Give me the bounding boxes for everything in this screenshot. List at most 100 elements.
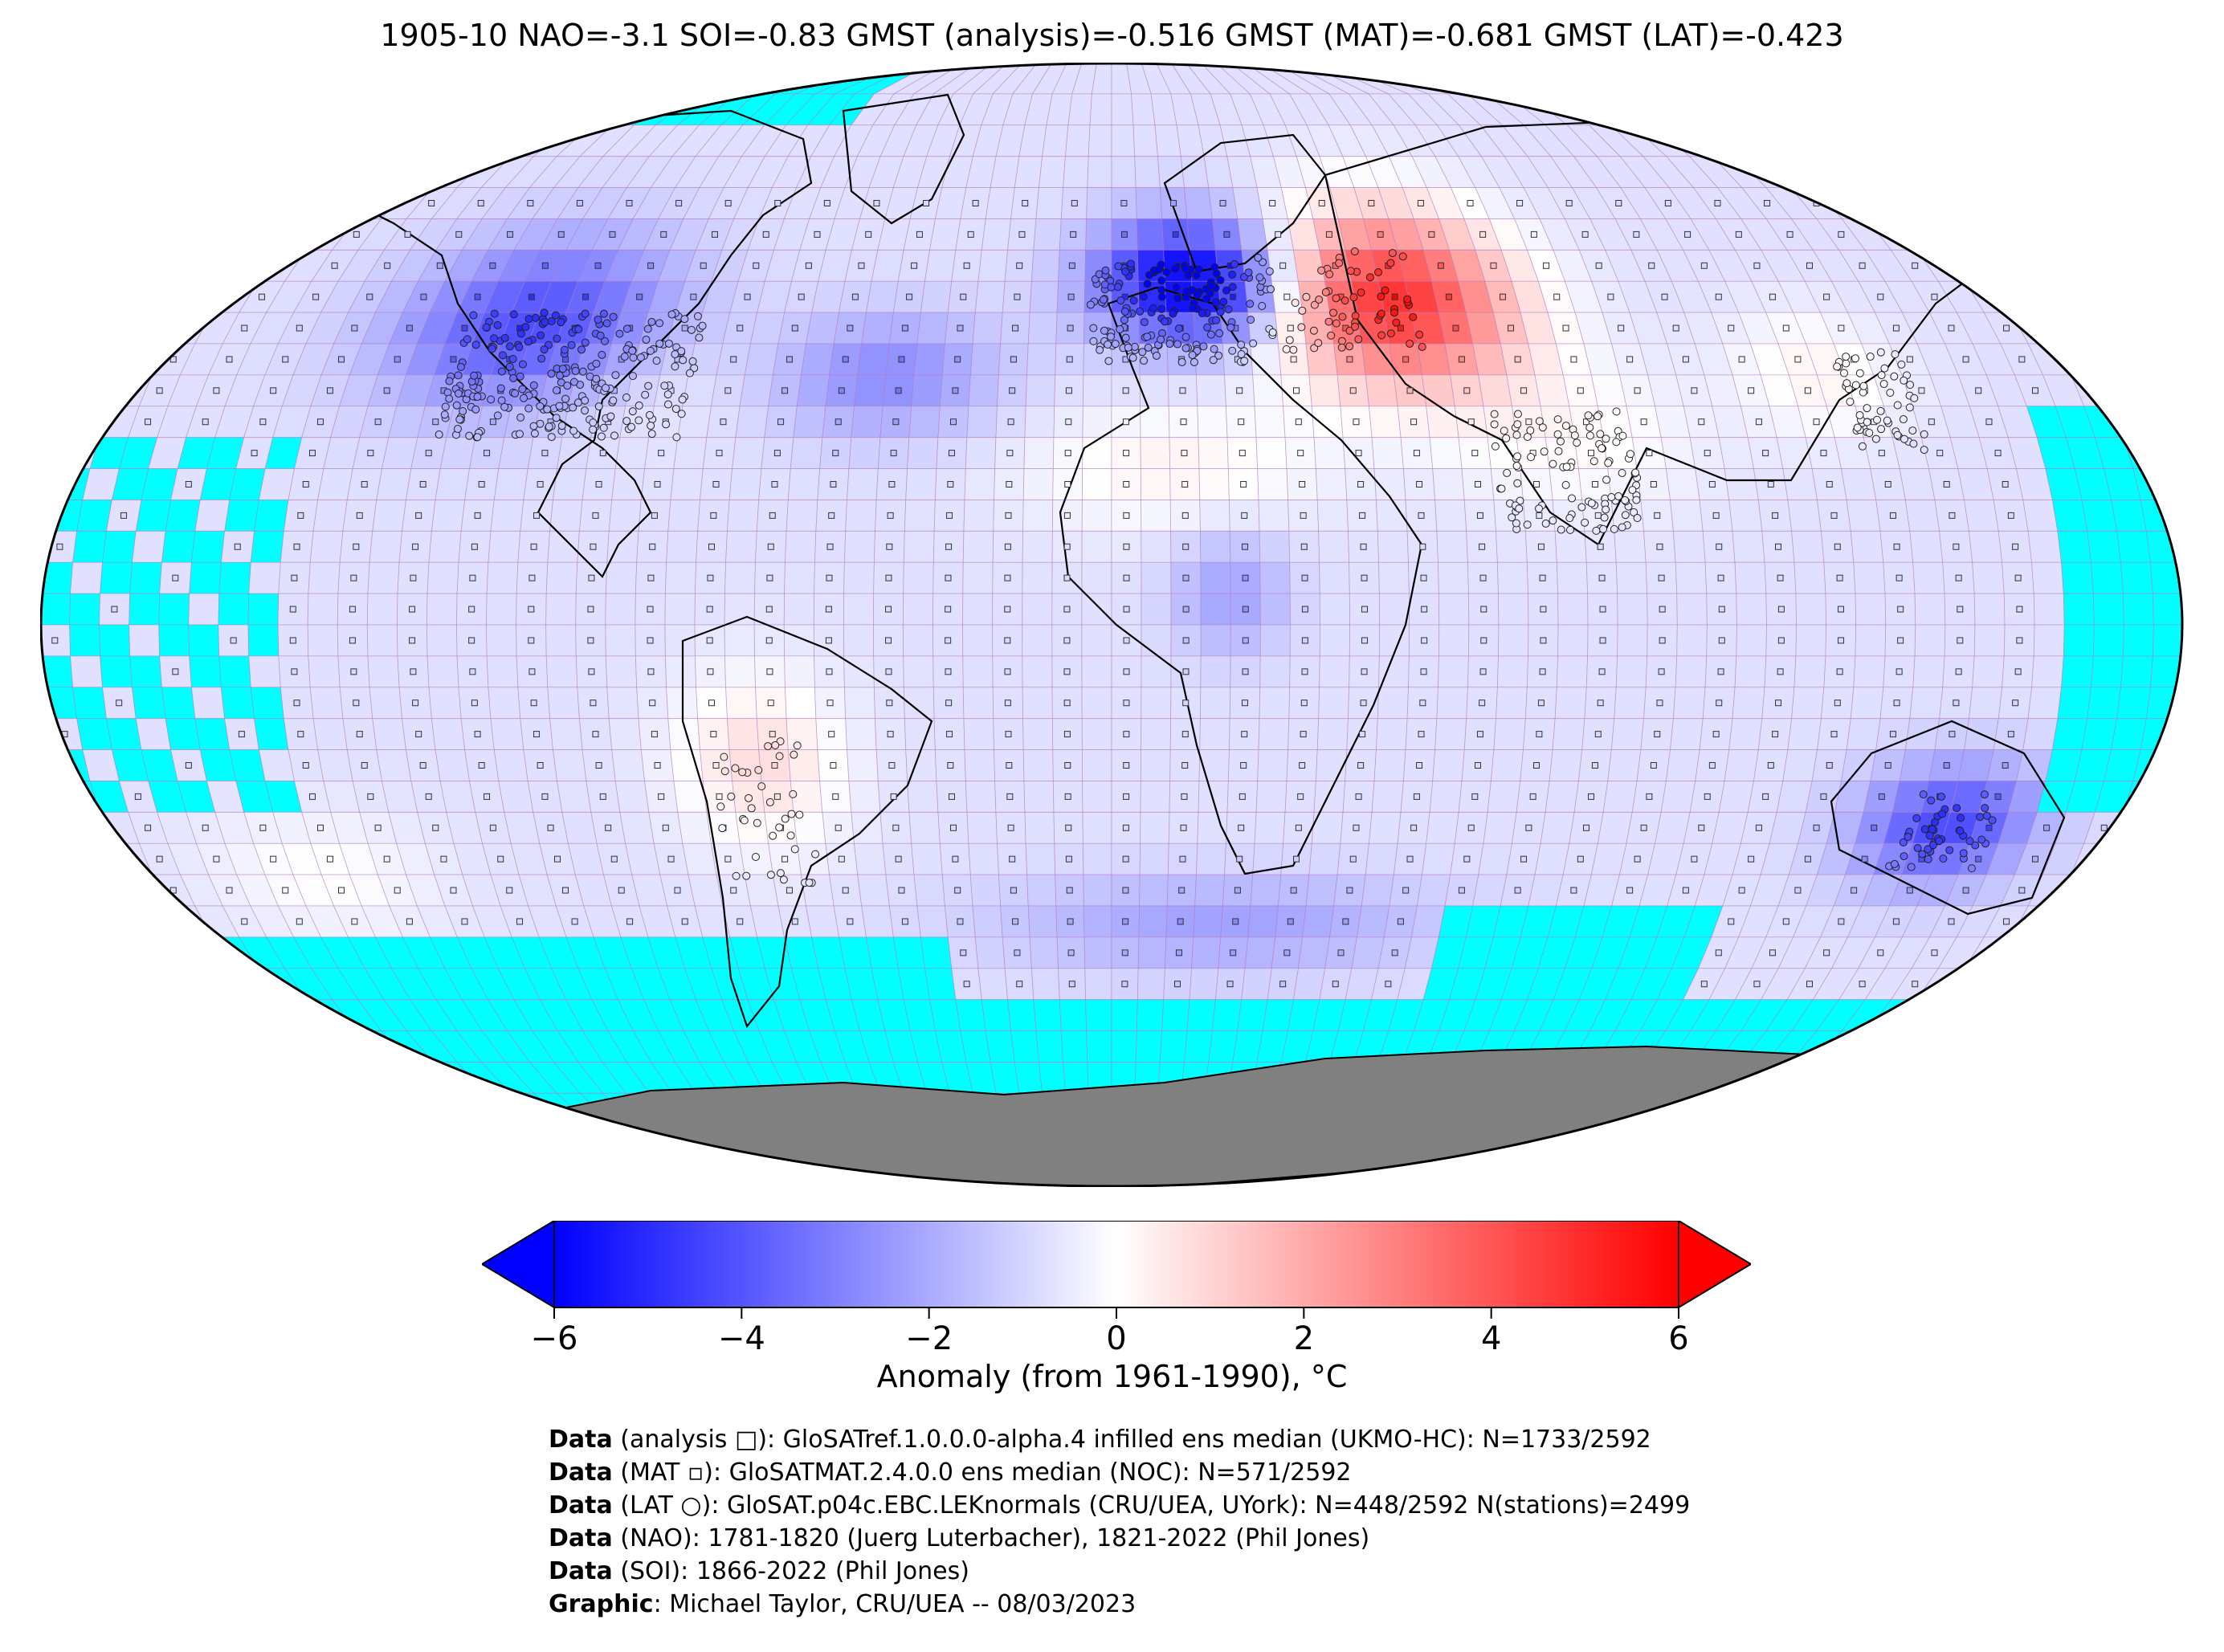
grid-cell	[1959, 187, 2019, 219]
mat-marker	[1838, 324, 1845, 332]
grid-cell	[478, 63, 651, 95]
station-marker	[1172, 283, 1181, 292]
mat-marker	[1755, 824, 1762, 831]
station-marker	[592, 359, 601, 368]
grid-cell	[1438, 593, 1470, 626]
grid-cell	[1081, 530, 1112, 563]
station-marker	[1880, 364, 1889, 373]
grid-cell	[1841, 468, 1877, 500]
station-marker	[1255, 273, 1264, 282]
grid-cell	[1033, 218, 1062, 251]
grid-cell	[304, 187, 361, 219]
mat-marker	[599, 450, 606, 457]
mat-marker	[561, 887, 569, 894]
station-marker	[1871, 434, 1880, 443]
grid-cell	[786, 500, 818, 532]
grid-cell	[1728, 500, 1763, 532]
grid-cell	[227, 218, 282, 251]
grid-cell	[518, 63, 680, 95]
mat-marker	[1071, 200, 1078, 206]
station-marker	[693, 312, 702, 320]
grid-cell	[1528, 63, 1686, 95]
mat-marker	[886, 543, 893, 550]
station-marker	[1386, 259, 1395, 267]
grid-cell	[1666, 749, 1700, 781]
mat-marker	[1357, 762, 1365, 769]
grid-cell	[2111, 500, 2147, 532]
grid-cell	[1795, 593, 1827, 626]
mat-marker	[1022, 200, 1029, 206]
grid-cell	[1081, 624, 1112, 657]
grid-cell	[2087, 687, 2121, 720]
station-marker	[1104, 341, 1112, 349]
station-marker	[511, 389, 520, 398]
station-marker	[1612, 438, 1621, 447]
station-marker	[567, 341, 576, 349]
mat-marker	[1007, 418, 1014, 426]
mat-marker	[349, 637, 356, 644]
station-marker	[1957, 814, 1965, 822]
grid-cell	[95, 343, 141, 376]
station-marker	[1173, 340, 1182, 349]
grid-cell	[1195, 374, 1226, 407]
grid-cell	[2092, 593, 2124, 626]
grid-cell	[1605, 1124, 1678, 1156]
grid-cell	[129, 624, 161, 657]
mat-marker	[2058, 918, 2065, 925]
grid-cell	[373, 93, 459, 126]
grid-cell	[1912, 655, 1945, 688]
grid-cell	[204, 1030, 264, 1063]
grid-cell	[2061, 561, 2094, 594]
station-marker	[1226, 323, 1235, 332]
station-marker	[470, 371, 479, 380]
grid-cell	[317, 468, 353, 500]
mat-marker	[916, 230, 923, 238]
station-marker	[1535, 504, 1544, 513]
mat-marker	[1182, 606, 1190, 613]
grid-cell	[981, 218, 1012, 251]
mat-marker	[1804, 855, 1811, 863]
grid-cell	[1141, 530, 1172, 563]
grid-cell	[1607, 749, 1642, 781]
station-marker	[516, 372, 524, 381]
grid-cell	[317, 749, 353, 781]
grid-cell	[1862, 187, 1919, 219]
mat-marker	[798, 293, 805, 300]
mat-marker	[1063, 606, 1071, 613]
grid-cell	[1941, 999, 1996, 1031]
mat-marker	[1715, 949, 1722, 957]
grid-cell	[1141, 593, 1172, 626]
station-marker	[1121, 333, 1130, 342]
station-marker	[1140, 318, 1149, 327]
mat-marker	[674, 887, 681, 894]
mat-marker	[1182, 668, 1190, 675]
grid-cell	[1033, 999, 1062, 1031]
grid-cell	[2087, 530, 2121, 563]
mat-marker	[1598, 668, 1606, 675]
mat-marker	[2038, 293, 2046, 300]
mat-marker	[1123, 762, 1130, 769]
grid-cell	[247, 624, 280, 657]
station-marker	[1599, 524, 1608, 533]
mat-marker	[1735, 230, 1742, 238]
station-marker	[769, 831, 777, 840]
mat-marker	[1943, 481, 1950, 487]
station-marker	[1365, 273, 1374, 282]
grid-cell	[1200, 687, 1231, 720]
grid-cell	[1083, 874, 1112, 907]
mat-marker	[724, 200, 732, 206]
station-marker	[599, 309, 608, 318]
grid-cell	[2022, 718, 2059, 750]
mat-marker	[1292, 855, 1300, 863]
grid-cell	[1991, 280, 2039, 313]
mat-marker	[710, 731, 717, 738]
mat-marker	[1402, 356, 1410, 363]
station-marker	[727, 792, 736, 801]
mat-marker	[1067, 324, 1074, 332]
mat-marker	[1180, 824, 1187, 831]
station-marker	[515, 430, 524, 438]
grid-cell	[1855, 624, 1887, 657]
mat-marker	[1346, 887, 1353, 894]
mat-marker	[1820, 793, 1827, 800]
grid-cell	[1088, 124, 1112, 157]
